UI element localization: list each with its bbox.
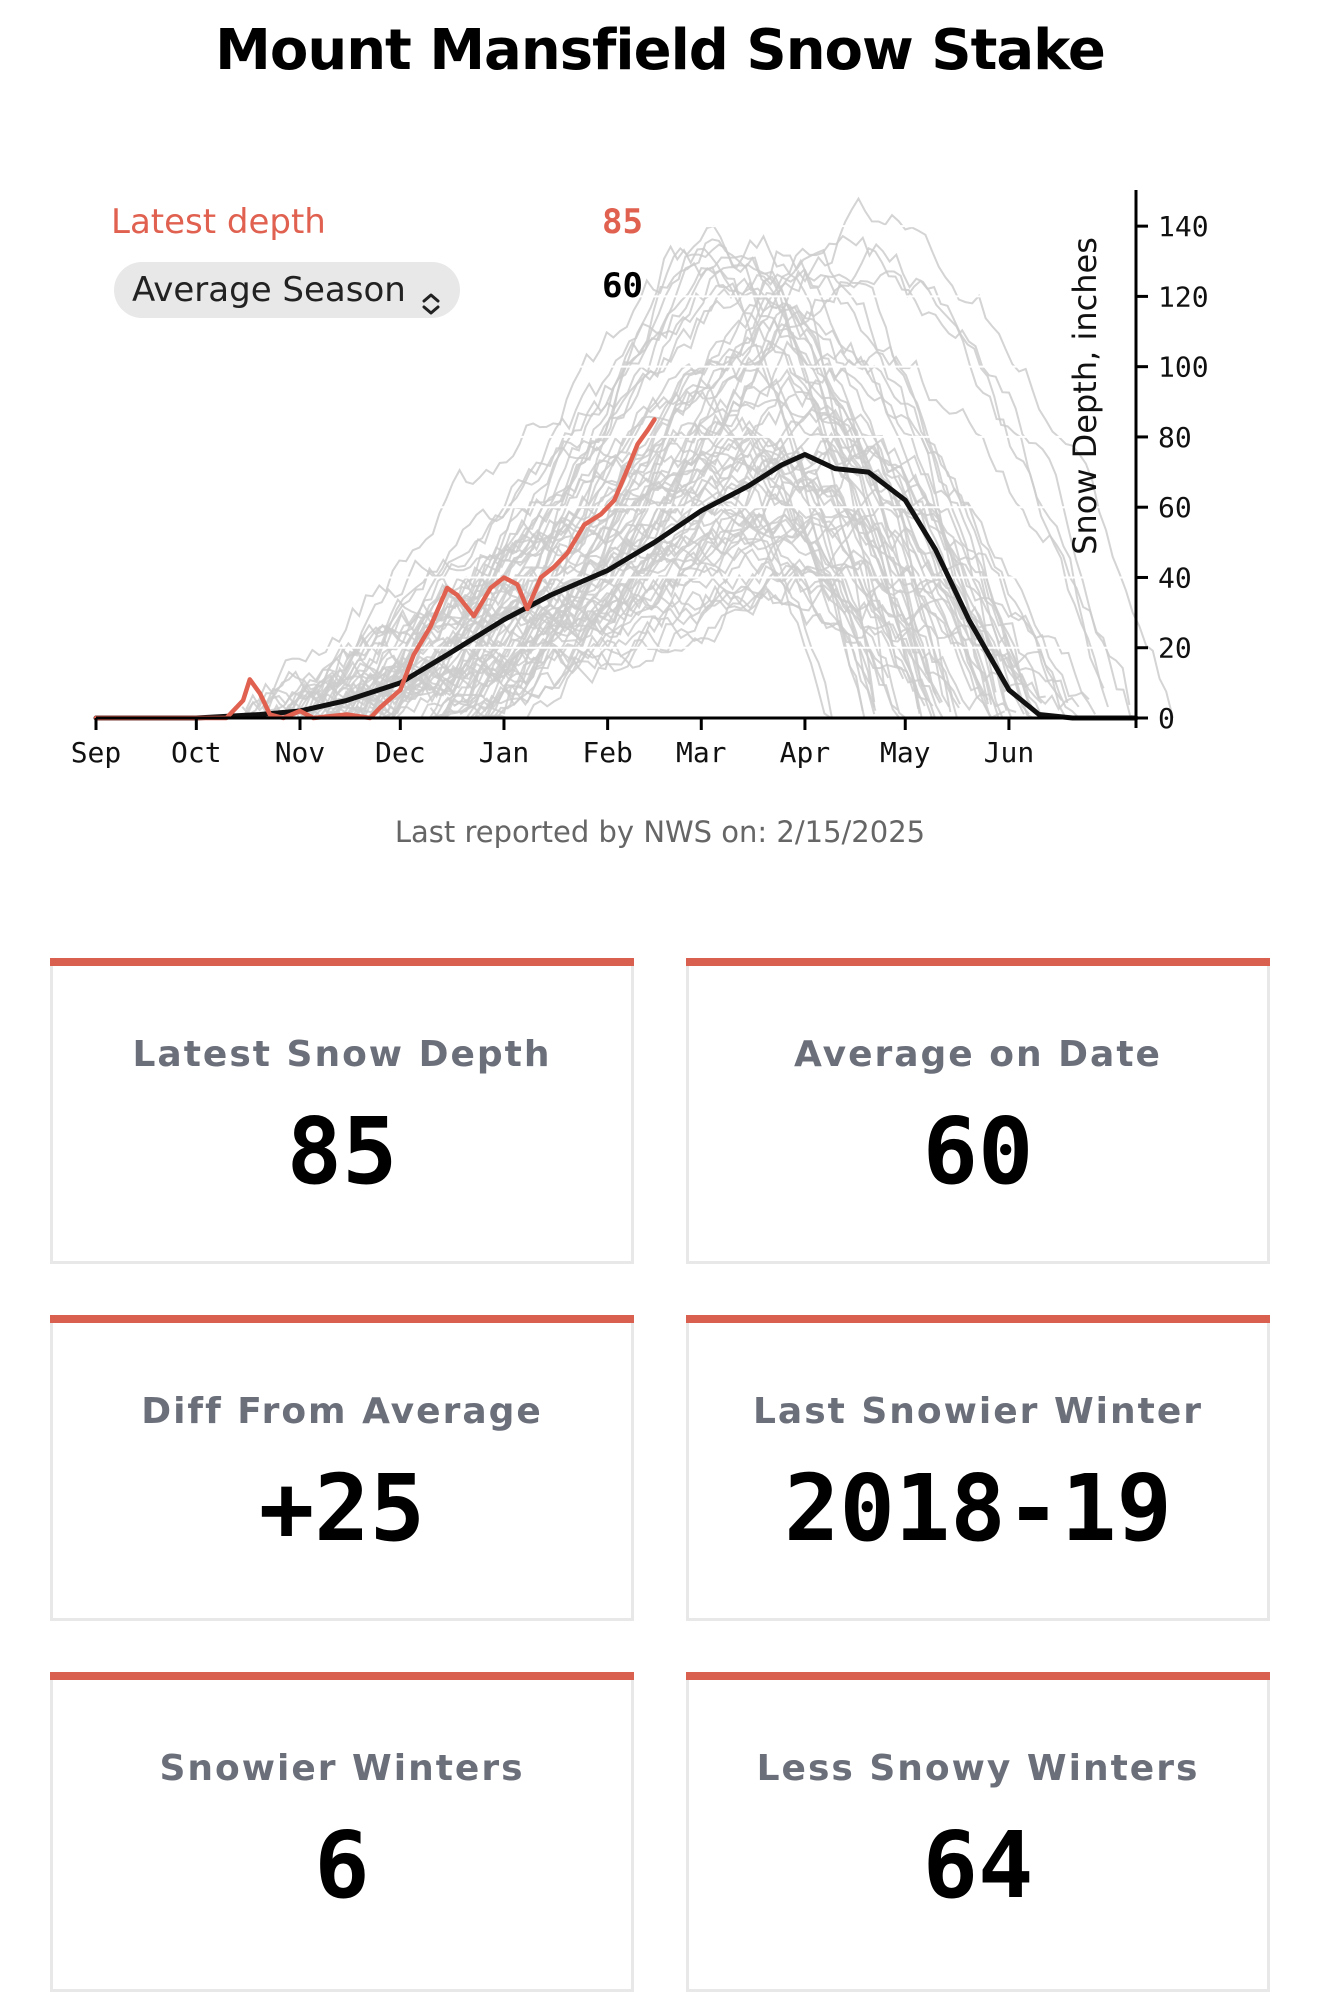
- season-select-label: Average Season: [132, 270, 406, 310]
- y-tick-label: 20: [1158, 632, 1192, 665]
- x-axis: Sep Oct Nov Dec Jan Feb Mar Apr May Jun: [71, 716, 1136, 769]
- y-tick-label: 60: [1158, 491, 1192, 524]
- chevron-up-down-icon: [418, 278, 444, 334]
- average-series-line: [93, 452, 1139, 721]
- average-season-value: 60: [602, 266, 643, 306]
- y-tick-label: 120: [1158, 280, 1209, 313]
- x-tick-label: May: [880, 736, 931, 769]
- stat-card-label: Latest Snow Depth: [132, 1034, 552, 1075]
- historical-season-line: [465, 316, 1063, 719]
- stat-card-diff-from-average: Diff From Average +25: [50, 1315, 634, 1621]
- x-tick-label: Sep: [71, 736, 122, 769]
- historical-season-line: [326, 560, 991, 718]
- x-tick-label: Apr: [780, 736, 831, 769]
- stat-card-latest-snow-depth: Latest Snow Depth 85: [50, 958, 634, 1264]
- x-tick-label: Feb: [582, 736, 633, 769]
- historical-season-line: [447, 434, 864, 715]
- y-axis: 0 20 40 60 80 100 120 140: [1134, 190, 1209, 735]
- historical-season-line: [482, 248, 1025, 719]
- y-tick-label: 140: [1158, 210, 1209, 243]
- stat-card-label: Snowier Winters: [159, 1748, 525, 1789]
- x-tick-label: Jan: [479, 736, 530, 769]
- x-tick-label: Jun: [984, 736, 1035, 769]
- snow-depth-chart: Sep Oct Nov Dec Jan Feb Mar Apr May Jun 0 20 40 60 80…: [71, 190, 1209, 769]
- historical-season-line: [245, 457, 890, 718]
- historical-season-line: [469, 196, 1174, 719]
- x-tick-label: Mar: [676, 736, 727, 769]
- y-tick-label: 40: [1158, 561, 1192, 594]
- historical-season-line: [480, 375, 950, 719]
- gridlines: [96, 225, 1136, 649]
- stat-card-label: Average on Date: [794, 1034, 1162, 1075]
- last-reported-note: Last reported by NWS on: 2/15/2025: [394, 815, 926, 849]
- season-select[interactable]: Average Season: [114, 262, 460, 318]
- x-tick-label: Dec: [375, 736, 426, 769]
- stat-card-value: 64: [922, 1812, 1034, 1919]
- y-tick-label: 80: [1158, 421, 1192, 454]
- stat-card-label: Diff From Average: [141, 1391, 543, 1432]
- latest-depth-label: Latest depth: [111, 202, 326, 242]
- historical-season-line: [369, 513, 1080, 711]
- historical-season-line: [331, 291, 929, 716]
- historical-season-line: [280, 432, 1030, 719]
- historical-season-line: [440, 572, 1044, 719]
- stat-card-value: +25: [258, 1455, 426, 1562]
- page-title: Mount Mansfield Snow Stake: [215, 18, 1106, 83]
- x-tick-label: Nov: [275, 736, 326, 769]
- stat-card-less-snowy-winters: Less Snowy Winters 64: [686, 1672, 1270, 1992]
- historical-seasons: [232, 196, 1174, 720]
- stat-card-average-on-date: Average on Date 60: [686, 958, 1270, 1264]
- stat-card-label: Last Snowier Winter: [752, 1391, 1204, 1432]
- y-axis-label: Snow Depth, inches: [1066, 237, 1104, 555]
- stat-card-snowier-winters: Snowier Winters 6: [50, 1672, 634, 1992]
- historical-season-line: [232, 224, 876, 719]
- series-lines: [93, 417, 1139, 721]
- stat-card-value: 85: [286, 1098, 398, 1205]
- stat-card-label: Less Snowy Winters: [756, 1748, 1200, 1789]
- stat-card-value: 60: [922, 1098, 1034, 1205]
- historical-season-line: [477, 558, 961, 712]
- x-tick-label: Oct: [171, 736, 222, 769]
- historical-season-line: [338, 528, 876, 715]
- latest-series-line: [93, 417, 657, 721]
- stat-card-value: 2018-19: [784, 1455, 1172, 1562]
- y-tick-label: 100: [1158, 351, 1209, 384]
- stat-card-last-snowier-winter: Last Snowier Winter 2018-19: [686, 1315, 1270, 1621]
- y-tick-label: 0: [1158, 702, 1175, 735]
- latest-depth-value: 85: [602, 202, 643, 242]
- stat-card-value: 6: [314, 1812, 370, 1919]
